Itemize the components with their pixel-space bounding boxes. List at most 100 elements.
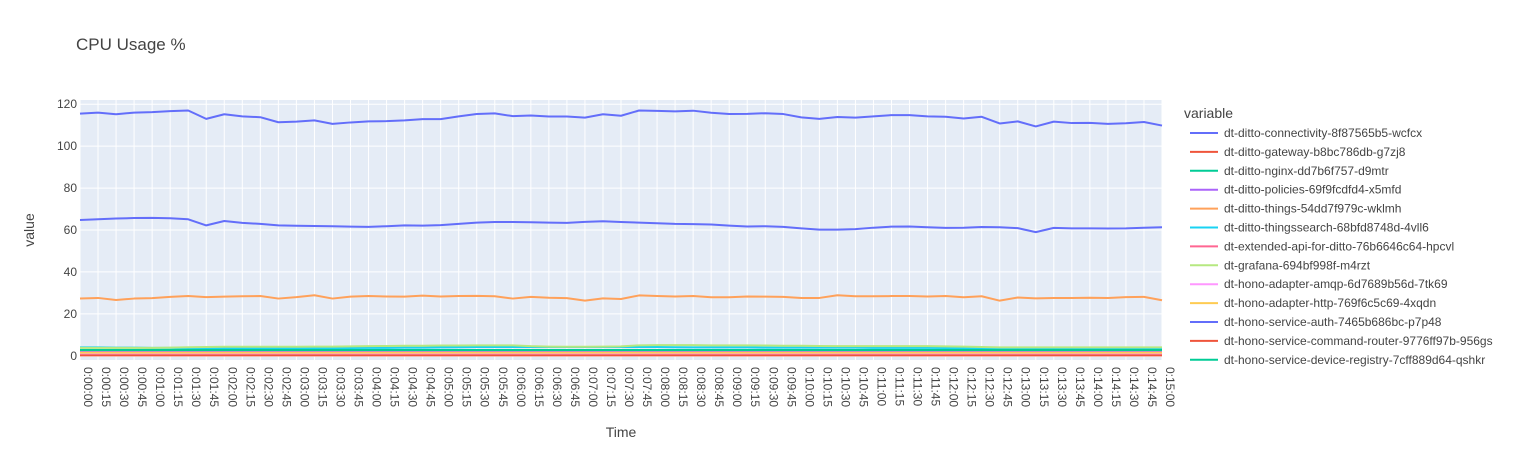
x-tick-label: 0:12:00 <box>947 367 961 407</box>
legend-label: dt-hono-service-auth-7465b686bc-p7p48 <box>1224 315 1442 329</box>
x-tick-label: 0:00:45 <box>135 367 149 407</box>
x-tick-label: 0:00:00 <box>81 367 95 407</box>
x-tick-label: 0:07:30 <box>622 367 636 407</box>
x-tick-label: 0:12:15 <box>965 367 979 407</box>
legend-label: dt-ditto-things-54dd7f979c-wklmh <box>1224 202 1401 216</box>
x-tick-label: 0:13:00 <box>1019 367 1033 407</box>
legend-item[interactable]: dt-hono-adapter-http-769f6c5c69-4xqdn <box>1190 296 1436 310</box>
x-tick-labels: 0:00:00 0:00:15 0:00:30 0:00:45 0:01:00 0:01:… <box>81 367 1177 407</box>
x-tick-label: 0:10:15 <box>820 367 834 407</box>
legend-item[interactable]: dt-ditto-policies-69f9fcdfd4-x5mfd <box>1190 183 1401 197</box>
legend-label: dt-extended-api-for-ditto-76b6646c64-hpc… <box>1224 239 1454 253</box>
legend-label: dt-ditto-thingssearch-68bfd8748d-4vll6 <box>1224 221 1429 235</box>
x-tick-label: 0:00:15 <box>99 367 113 407</box>
x-tick-label: 0:08:15 <box>676 367 690 407</box>
x-tick-label: 0:10:30 <box>838 367 852 407</box>
x-tick-label: 0:04:15 <box>388 367 402 407</box>
x-tick-label: 0:05:00 <box>442 367 456 407</box>
legend-label: dt-hono-adapter-http-769f6c5c69-4xqdn <box>1224 296 1436 310</box>
legend-item[interactable]: dt-hono-service-device-registry-7cff889d… <box>1190 353 1485 367</box>
x-tick-label: 0:04:45 <box>424 367 438 407</box>
legend-label: dt-ditto-policies-69f9fcdfd4-x5mfd <box>1224 183 1401 197</box>
y-tick-label: 120 <box>57 97 77 111</box>
legend-item[interactable]: dt-ditto-things-54dd7f979c-wklmh <box>1190 202 1401 216</box>
x-tick-label: 0:02:30 <box>261 367 275 407</box>
legend-label: dt-ditto-connectivity-8f87565b5-wcfcx <box>1224 126 1422 140</box>
x-axis-title: Time <box>606 424 637 440</box>
x-tick-label: 0:11:45 <box>929 367 943 406</box>
legend-item[interactable]: dt-ditto-nginx-dd7b6f757-d9mtr <box>1190 164 1389 178</box>
y-tick-label: 20 <box>64 307 78 321</box>
x-tick-label: 0:10:00 <box>802 367 816 407</box>
x-tick-label: 0:02:45 <box>279 367 293 407</box>
legend-item[interactable]: dt-extended-api-for-ditto-76b6646c64-hpc… <box>1190 239 1454 253</box>
x-tick-label: 0:15:00 <box>1163 367 1177 407</box>
x-tick-label: 0:07:15 <box>604 367 618 407</box>
y-tick-label: 40 <box>64 265 78 279</box>
legend-label: dt-hono-service-device-registry-7cff889d… <box>1224 353 1485 367</box>
legend-label: dt-grafana-694bf998f-m4rzt <box>1224 258 1371 272</box>
series-lines <box>79 109 1163 357</box>
x-tick-label: 0:12:30 <box>983 367 997 407</box>
x-tick-label: 0:14:30 <box>1127 367 1141 407</box>
x-tick-label: 0:09:15 <box>748 367 762 407</box>
y-tick-label: 80 <box>64 181 78 195</box>
x-tick-label: 0:06:45 <box>568 367 582 407</box>
y-tick-labels: 0 20 40 60 80 100 120 <box>57 97 77 363</box>
x-tick-label: 0:14:45 <box>1145 367 1159 407</box>
x-tick-label: 0:01:30 <box>189 367 203 407</box>
x-tick-label: 0:09:45 <box>784 367 798 407</box>
x-tick-label: 0:06:30 <box>550 367 564 407</box>
series-line <box>80 344 1162 349</box>
legend-title: variable <box>1184 105 1233 121</box>
x-tick-label: 0:05:30 <box>478 367 492 407</box>
x-tick-label: 0:07:45 <box>640 367 654 407</box>
x-tick-label: 0:05:15 <box>460 367 474 407</box>
x-tick-label: 0:03:00 <box>297 367 311 407</box>
x-tick-label: 0:11:00 <box>874 367 888 406</box>
x-tick-label: 0:10:45 <box>856 367 870 407</box>
y-axis-title: value <box>21 213 37 247</box>
legend-item[interactable]: dt-hono-service-auth-7465b686bc-p7p48 <box>1190 315 1442 329</box>
x-tick-label: 0:11:30 <box>911 367 925 406</box>
x-tick-label: 0:08:30 <box>694 367 708 407</box>
legend-label: dt-hono-adapter-amqp-6d7689b56d-7tk69 <box>1224 277 1448 291</box>
x-tick-label: 0:03:45 <box>352 367 366 407</box>
x-tick-label: 0:07:00 <box>586 367 600 407</box>
legend-item[interactable]: dt-ditto-thingssearch-68bfd8748d-4vll6 <box>1190 221 1429 235</box>
x-tick-label: 0:02:00 <box>225 367 239 407</box>
x-tick-label: 0:13:30 <box>1055 367 1069 407</box>
x-tick-label: 0:03:30 <box>333 367 347 407</box>
x-tick-label: 0:01:15 <box>171 367 185 407</box>
x-tick-label: 0:04:30 <box>406 367 420 407</box>
x-tick-label: 0:13:45 <box>1073 367 1087 407</box>
x-tick-label: 0:04:00 <box>370 367 384 407</box>
legend-item[interactable]: dt-hono-service-command-router-9776ff97b… <box>1190 334 1493 348</box>
y-tick-label: 100 <box>57 139 77 153</box>
y-tick-label: 0 <box>70 349 77 363</box>
x-tick-label: 0:06:00 <box>514 367 528 407</box>
x-tick-label: 0:08:00 <box>658 367 672 407</box>
x-tick-label: 0:08:45 <box>712 367 726 407</box>
legend: variable dt-ditto-connectivity-8f87565b5… <box>1184 105 1493 367</box>
x-tick-label: 0:09:30 <box>766 367 780 407</box>
series-line <box>79 109 1163 128</box>
legend-item[interactable]: dt-grafana-694bf998f-m4rzt <box>1190 258 1371 272</box>
x-tick-label: 0:06:15 <box>532 367 546 407</box>
legend-item[interactable]: dt-hono-adapter-amqp-6d7689b56d-7tk69 <box>1190 277 1448 291</box>
y-tick-label: 60 <box>64 223 78 237</box>
x-tick-label: 0:03:15 <box>315 367 329 407</box>
x-tick-label: 0:09:00 <box>730 367 744 407</box>
legend-label: dt-ditto-gateway-b8bc786db-g7zj8 <box>1224 145 1406 159</box>
legend-item[interactable]: dt-ditto-connectivity-8f87565b5-wcfcx <box>1190 126 1422 140</box>
legend-label: dt-ditto-nginx-dd7b6f757-d9mtr <box>1224 164 1389 178</box>
series-line <box>79 294 1163 302</box>
chart-title: CPU Usage % <box>76 35 186 54</box>
x-tick-label: 0:01:45 <box>207 367 221 407</box>
x-tick-label: 0:13:15 <box>1037 367 1051 407</box>
x-tick-label: 0:14:00 <box>1091 367 1105 407</box>
legend-item[interactable]: dt-ditto-gateway-b8bc786db-g7zj8 <box>1190 145 1406 159</box>
legend-label: dt-hono-service-command-router-9776ff97b… <box>1224 334 1493 348</box>
x-tick-label: 0:11:15 <box>893 367 907 406</box>
